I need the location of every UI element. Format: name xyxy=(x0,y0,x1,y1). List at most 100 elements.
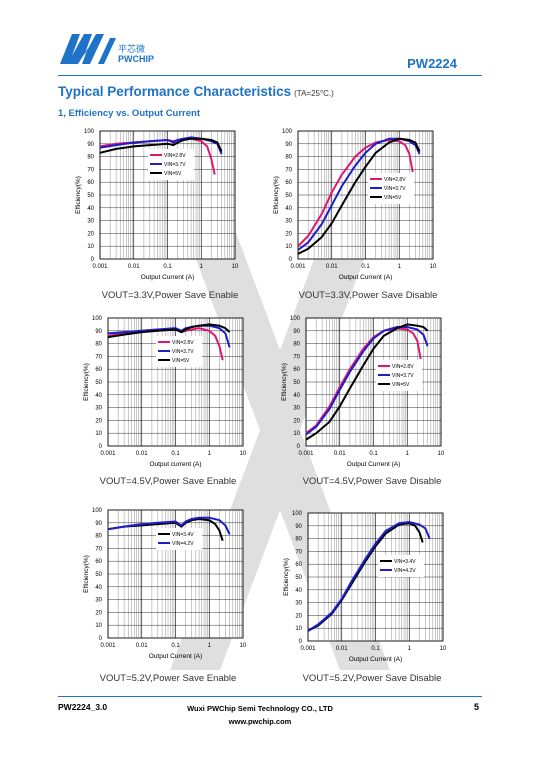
y-tick-label: 10 xyxy=(95,431,102,437)
y-tick-label: 20 xyxy=(95,610,102,616)
y-tick-label: 30 xyxy=(95,598,102,604)
caption-vout45-ps-enable: VOUT=4.5V,Power Save Enable xyxy=(99,476,237,487)
section-title: Typical Performance Characteristics (TA=2… xyxy=(58,84,334,99)
x-tick-label: 0.1 xyxy=(163,264,172,270)
y-tick-label: 90 xyxy=(293,329,300,335)
legend-label: VIN=5V xyxy=(172,358,190,364)
chart-vout45-ps-disable: 0.001 0.01 0.1 1 10 0 10 20 30 40 50 60 70 80 90 100 VIN… xyxy=(276,312,466,487)
y-tick-label: 50 xyxy=(285,193,292,199)
legend-label: VIN=3.4V xyxy=(394,559,416,565)
header-rule xyxy=(58,75,482,76)
x-tick-label: 0.1 xyxy=(361,264,370,270)
y-tick-label: 20 xyxy=(295,613,302,619)
y-tick-label: 90 xyxy=(95,329,102,335)
caption-vout33-ps-enable: VOUT=3.3V,Power Save Enable xyxy=(101,290,239,301)
x-tick-label: 0.01 xyxy=(128,264,140,270)
y-tick-label: 80 xyxy=(293,342,300,348)
y-tick-label: 60 xyxy=(285,180,292,186)
y-tick-label: 10 xyxy=(293,431,300,437)
chart-vout45-ps-enable: 0.001 0.01 0.1 1 10 0 10 20 30 40 50 60 70 80 90 100 VIN… xyxy=(78,312,268,487)
y-axis-label: Efficiency(%) xyxy=(283,558,290,596)
x-tick-label: 1 xyxy=(398,264,402,270)
y-tick-label: 100 xyxy=(290,316,301,322)
y-tick-label: 50 xyxy=(87,193,94,199)
y-tick-label: 10 xyxy=(295,626,302,632)
legend-label: VIN=5V xyxy=(164,171,182,177)
x-tick-label: 1 xyxy=(406,451,410,457)
part-number: PW2224 xyxy=(407,56,457,71)
y-tick-label: 70 xyxy=(295,549,302,555)
y-tick-label: 80 xyxy=(95,342,102,348)
y-tick-label: 30 xyxy=(95,406,102,412)
series-line-vin37v xyxy=(107,324,231,348)
pwchip-logo xyxy=(60,34,116,64)
x-tick-label: 0.1 xyxy=(369,451,378,457)
y-tick-label: 40 xyxy=(95,585,102,591)
x-axis-label: Output Current (A) xyxy=(349,656,402,663)
x-tick-label: 1 xyxy=(208,451,212,457)
x-axis-label: Output Current (A) xyxy=(339,274,392,281)
legend-label: VIN=4.2V xyxy=(394,568,416,574)
x-tick-label: 0.01 xyxy=(136,451,148,457)
caption-vout45-ps-disable: VOUT=4.5V,Power Save Disable xyxy=(302,476,442,487)
y-tick-label: 10 xyxy=(285,244,292,250)
x-tick-label: 10 xyxy=(240,643,247,649)
y-tick-label: 90 xyxy=(95,521,102,527)
y-axis-label: Efficiency(%) xyxy=(83,363,90,401)
x-tick-label: 0.01 xyxy=(326,264,338,270)
x-tick-label: 0.1 xyxy=(371,646,380,652)
y-tick-label: 20 xyxy=(95,418,102,424)
legend-label: VIN=3.7V xyxy=(392,373,414,379)
chart-vout33-ps-enable: 0.001 0.01 0.1 1 10 0 10 20 30 40 50 60 70 80 90 100 VIN… xyxy=(70,125,260,300)
legend-label: VIN=2.8V xyxy=(392,364,414,370)
logo-chinese-text: 平芯微 xyxy=(118,45,146,55)
footer-rule xyxy=(58,696,482,697)
y-tick-label: 50 xyxy=(95,380,102,386)
footer-website: www.pwchip.com xyxy=(228,717,292,726)
y-tick-label: 30 xyxy=(285,219,292,225)
x-tick-label: 1 xyxy=(200,264,204,270)
y-tick-label: 60 xyxy=(95,559,102,565)
legend-label: VIN=2.8V xyxy=(164,153,186,159)
y-tick-label: 0 xyxy=(99,444,103,450)
x-tick-label: 0.01 xyxy=(336,646,348,652)
y-tick-label: 80 xyxy=(95,534,102,540)
x-tick-label: 0.001 xyxy=(298,451,314,457)
x-tick-label: 0.1 xyxy=(171,451,180,457)
y-tick-label: 50 xyxy=(95,572,102,578)
x-axis-label: Output Current (A) xyxy=(347,461,400,468)
y-tick-label: 30 xyxy=(293,406,300,412)
x-tick-label: 0.001 xyxy=(100,451,116,457)
legend-label: VIN=5V xyxy=(392,382,410,388)
series-line-vin42v xyxy=(107,516,231,535)
y-tick-label: 100 xyxy=(292,511,303,517)
caption-vout52-ps-disable: VOUT=5.2V,Power Save Disable xyxy=(302,673,442,684)
y-tick-label: 30 xyxy=(295,601,302,607)
x-tick-label: 10 xyxy=(430,264,437,270)
y-tick-label: 70 xyxy=(95,354,102,360)
y-axis-label: Efficiency(%) xyxy=(273,176,280,214)
y-tick-label: 0 xyxy=(289,257,293,263)
y-tick-label: 60 xyxy=(293,367,300,373)
x-tick-label: 1 xyxy=(208,643,212,649)
x-axis-label: Output current (A) xyxy=(149,461,201,468)
y-tick-label: 0 xyxy=(299,639,303,645)
section-condition: (TA=25°C.) xyxy=(294,89,334,98)
y-tick-label: 100 xyxy=(92,316,103,322)
footer-company-name: Wuxi PWChip Semi Technology CO., LTD xyxy=(187,704,333,713)
y-tick-label: 90 xyxy=(87,142,94,148)
y-tick-label: 80 xyxy=(285,155,292,161)
legend-label: VIN=4.2V xyxy=(172,541,194,547)
x-tick-label: 1 xyxy=(408,646,412,652)
x-tick-label: 10 xyxy=(438,451,445,457)
x-tick-label: 0.001 xyxy=(100,643,116,649)
y-tick-label: 90 xyxy=(285,142,292,148)
legend-label: VIN=3.7V xyxy=(164,162,186,168)
y-tick-label: 60 xyxy=(295,562,302,568)
y-tick-label: 60 xyxy=(95,367,102,373)
x-tick-label: 10 xyxy=(240,451,247,457)
y-tick-label: 30 xyxy=(87,219,94,225)
y-tick-label: 40 xyxy=(293,393,300,399)
x-tick-label: 0.01 xyxy=(334,451,346,457)
y-tick-label: 20 xyxy=(87,231,94,237)
